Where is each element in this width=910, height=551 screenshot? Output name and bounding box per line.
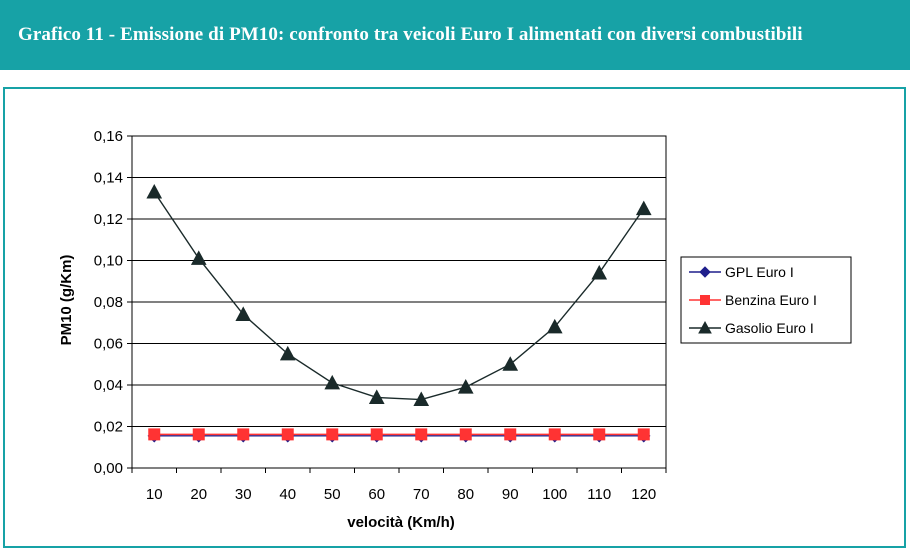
legend-marker <box>698 320 712 334</box>
data-point <box>546 318 563 334</box>
data-point <box>502 356 519 371</box>
x-tick-label: 120 <box>631 486 656 503</box>
data-point <box>504 428 517 441</box>
data-point <box>370 428 383 441</box>
data-point <box>146 183 163 199</box>
y-tick-label: 0,10 <box>94 253 123 270</box>
x-tick-label: 70 <box>413 486 430 503</box>
data-point <box>235 306 252 321</box>
legend-marker <box>700 295 710 305</box>
legend-label: Benzina Euro I <box>725 292 817 308</box>
x-tick-label: 10 <box>146 486 163 503</box>
data-point <box>148 428 161 441</box>
data-point <box>326 428 339 441</box>
y-tick-label: 0,08 <box>94 294 123 311</box>
x-tick-label: 30 <box>235 486 252 503</box>
x-tick-label: 60 <box>368 486 385 503</box>
x-tick-label: 40 <box>279 486 296 503</box>
data-point <box>457 379 474 394</box>
y-tick-label: 0,00 <box>94 460 123 477</box>
chart-caption: Grafico 11 - Emissione di PM10: confront… <box>18 24 803 45</box>
data-point <box>281 428 294 441</box>
y-tick-label: 0,12 <box>94 211 123 228</box>
x-tick-label: 20 <box>190 486 207 503</box>
legend-label: GPL Euro I <box>725 264 794 280</box>
x-tick-label: 110 <box>587 486 611 503</box>
data-point <box>459 428 472 441</box>
x-tick-label: 90 <box>502 486 519 503</box>
data-point <box>192 428 205 441</box>
data-point <box>190 250 207 265</box>
y-axis-title: PM10 (g/Km) <box>58 255 75 346</box>
data-point <box>324 374 341 390</box>
data-point <box>635 200 652 216</box>
data-point <box>593 428 606 441</box>
y-tick-label: 0,02 <box>94 419 123 436</box>
series-line-3 <box>153 191 645 401</box>
data-point <box>279 345 296 361</box>
legend-marker <box>699 266 711 278</box>
x-tick-label: 100 <box>542 486 567 503</box>
y-tick-label: 0,16 <box>94 128 123 145</box>
data-point <box>548 428 561 441</box>
data-point <box>591 264 608 280</box>
data-point <box>415 428 428 441</box>
y-tick-label: 0,14 <box>94 170 123 187</box>
x-tick-label: 80 <box>457 486 474 503</box>
data-point <box>637 428 650 441</box>
chart-header: Grafico 11 - Emissione di PM10: confront… <box>0 0 910 70</box>
x-axis-title: velocità (Km/h) <box>347 514 455 531</box>
y-tick-label: 0,06 <box>94 336 123 353</box>
data-point <box>413 391 430 407</box>
data-point <box>368 389 385 404</box>
data-point <box>237 428 250 441</box>
x-tick-label: 50 <box>324 486 341 503</box>
y-tick-label: 0,04 <box>94 377 123 394</box>
legend-label: Gasolio Euro I <box>725 320 814 336</box>
